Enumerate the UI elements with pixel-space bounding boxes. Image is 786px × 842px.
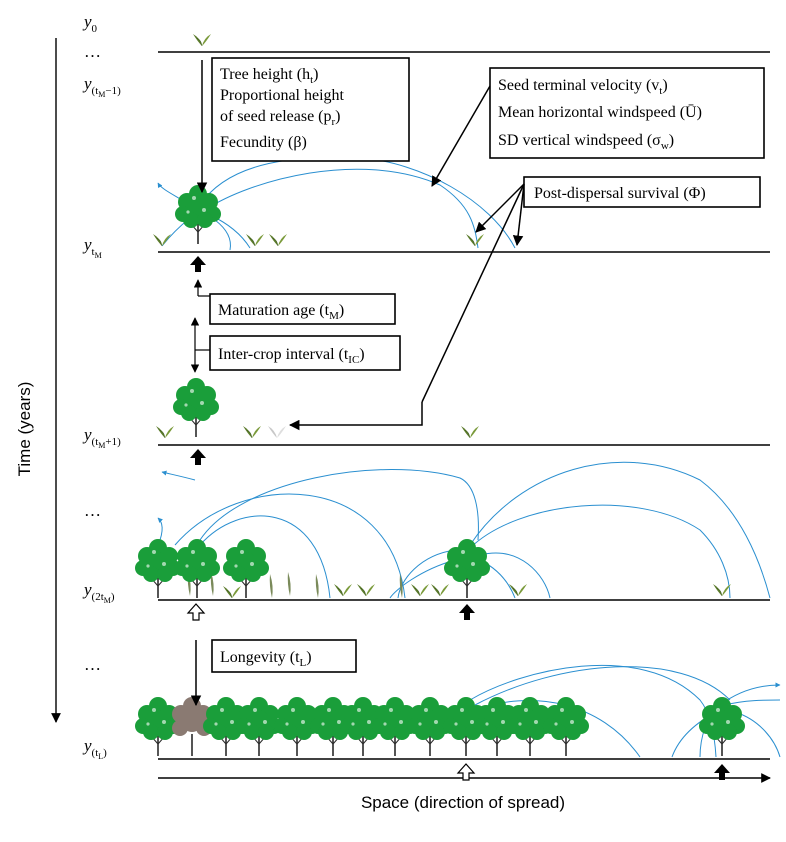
seedling-ytm-2 xyxy=(245,233,265,247)
seedling-ytm+1-2 xyxy=(242,425,262,439)
row-label-ytl: y(tL) xyxy=(82,736,107,761)
tree-ytl-14 xyxy=(698,696,746,757)
seedling-ytm-3 xyxy=(268,233,288,247)
svg-text:Tree height (ht): Tree height (ht) xyxy=(220,66,318,86)
seedling-ytm+1-1 xyxy=(155,425,175,439)
survival-box: Post-dispersal survival (Φ) xyxy=(523,176,761,208)
svg-text:Post-dispersal survival (Φ): Post-dispersal survival (Φ) xyxy=(534,185,706,202)
seedling-ytm+1-3 xyxy=(460,425,480,439)
solid-arrow-y2tm xyxy=(459,604,475,620)
svg-text:Fecundity (β): Fecundity (β) xyxy=(220,134,307,151)
svg-text:Maturation age (tM): Maturation age (tM) xyxy=(218,302,344,322)
open-arrow-y2tm xyxy=(187,603,205,621)
seedling-initial xyxy=(192,33,212,47)
tree-ytl-13 xyxy=(542,696,590,757)
maturity-arrow-ytm xyxy=(190,256,206,272)
row-label-ytm-1: y(tM−1) xyxy=(82,74,121,99)
tree-y2tm-3 xyxy=(222,538,270,599)
time-axis-label: Time (years) xyxy=(15,382,34,477)
svg-text:Longevity (tL): Longevity (tL) xyxy=(220,649,312,669)
tree-y2tm-4 xyxy=(443,538,491,599)
blades-y2tm xyxy=(187,572,403,598)
row-label-ytm: ytM xyxy=(82,235,102,260)
maturation-box: Maturation age (tM) xyxy=(209,293,396,325)
connector-arrows xyxy=(190,60,525,707)
longevity-box: Longevity (tL) xyxy=(211,639,357,673)
row-label-y2tm: y(2tM) xyxy=(82,580,115,605)
seedling-ytm-4 xyxy=(465,233,485,247)
maturity-arrow-ytm+1 xyxy=(190,449,206,465)
space-axis-label: Space (direction of spread) xyxy=(361,793,565,812)
row-label-ytm+1: y(tM+1) xyxy=(82,425,121,450)
seedlings-y2tm xyxy=(222,583,732,599)
seedling-ytm-1 xyxy=(152,233,172,247)
svg-text:Seed terminal velocity (vt): Seed terminal velocity (vt) xyxy=(498,77,668,97)
trajectories-y2tm xyxy=(157,461,771,599)
svg-text:SD vertical windspeed (σw): SD vertical windspeed (σw) xyxy=(498,132,674,152)
tree-params-box: Tree height (ht) Proportional height of … xyxy=(211,57,410,162)
ellipsis-1: … xyxy=(84,42,101,61)
seedling-dead-ytm+1 xyxy=(268,426,286,438)
year-baselines xyxy=(158,51,770,760)
tree-ytm+1 xyxy=(172,377,220,438)
svg-text:Mean horizontal windspeed (Ū): Mean horizontal windspeed (Ū) xyxy=(498,104,702,121)
tree-parent-ytm xyxy=(174,184,222,245)
ellipsis-3: … xyxy=(84,655,101,674)
svg-text:Inter-crop interval (tIC): Inter-crop interval (tIC) xyxy=(218,346,365,366)
ellipsis-2: … xyxy=(84,501,101,520)
svg-text:Proportional height: Proportional height xyxy=(220,87,345,104)
intercrop-box: Inter-crop interval (tIC) xyxy=(209,335,401,371)
row-label-y0: y0 xyxy=(82,12,98,35)
svg-text:of seed release (pr): of seed release (pr) xyxy=(220,108,341,128)
seed-params-box: Seed terminal velocity (vt) Mean horizon… xyxy=(489,67,765,159)
